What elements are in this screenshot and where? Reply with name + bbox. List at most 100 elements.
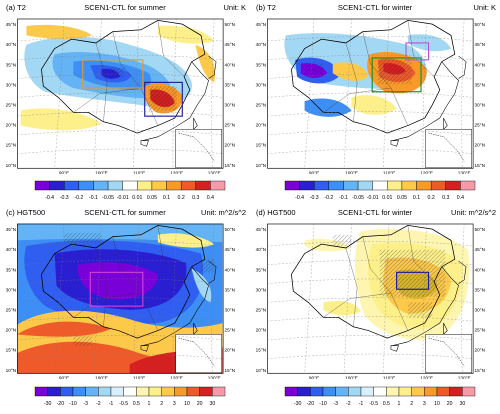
panel-d-hgt500-winter: 45°N 40°N 35°N 30°N 25°N 20°N 15°N 10°N 50°N 45°N… xyxy=(252,207,498,379)
map-canvas: 45°N 40°N 35°N 30°N 25°N 20°N 15°N 10°N 50°N 45°N… xyxy=(6,18,235,174)
coastline xyxy=(392,61,459,141)
meridian-line xyxy=(343,18,352,169)
lat-label-right: 40°N xyxy=(225,62,235,67)
korea-coast xyxy=(458,260,467,284)
parallel-line xyxy=(17,353,223,359)
panel-unit: Unit: m^2/s^2 xyxy=(201,208,246,217)
parallel-line xyxy=(17,259,223,265)
lat-label-right: 35°N xyxy=(475,82,485,87)
colorbar-tick-label: -10 xyxy=(319,401,327,407)
colorbar-tick-label: 0.1 xyxy=(163,195,170,201)
parallel-line xyxy=(267,278,473,284)
colorbar-swatch xyxy=(335,386,349,397)
lat-label-right: 50°N xyxy=(475,22,485,27)
region-box-navy xyxy=(144,81,183,117)
colorbar-tick-label: 3 xyxy=(423,401,426,407)
panel-title: SCEN1-CTL for winter xyxy=(337,3,413,12)
china-border xyxy=(41,20,206,134)
panel-unit: Unit: m^2/s^2 xyxy=(451,208,496,217)
colorbar-swatch xyxy=(136,386,150,397)
colorbar-tick-label: 0.01 xyxy=(132,195,142,201)
lat-label-right: 40°N xyxy=(475,62,485,67)
colorbar-tick-label: -3 xyxy=(333,401,338,407)
lat-label-left: 45°N xyxy=(256,22,266,27)
contour-fill-yellow xyxy=(332,62,369,81)
parallel-line xyxy=(267,297,473,303)
panel-unit: Unit: K xyxy=(473,3,496,12)
colorbar-swatch xyxy=(180,180,196,191)
lon-label: 120°E xyxy=(420,170,433,174)
significance-hatch xyxy=(201,259,215,273)
colorbar-tick-label: 0.05 xyxy=(147,195,157,201)
colorbar-swatch xyxy=(166,180,182,191)
parallel-line xyxy=(17,241,223,247)
lon-label: 110°E xyxy=(383,170,395,174)
map-layer xyxy=(267,223,473,374)
lat-label-right: 50°N xyxy=(475,227,485,232)
lat-label-right: 30°N xyxy=(475,308,485,313)
lon-label: 130°E xyxy=(458,375,471,379)
lat-label-left: 40°N xyxy=(6,42,16,47)
colorbar-swatch xyxy=(110,386,124,397)
contour-fill-pale-yellow xyxy=(157,25,215,44)
province-lines xyxy=(73,20,185,126)
lat-label-right: 30°N xyxy=(475,103,485,108)
lon-label: 110°E xyxy=(383,375,395,379)
colorbar-swatch xyxy=(195,180,211,191)
colorbar-tick-label: 20 xyxy=(197,401,203,407)
colorbar-swatch xyxy=(322,386,336,397)
coastline xyxy=(392,266,459,346)
panel-c-hgt500-summer: 45°N 40°N 35°N 30°N 25°N 20°N 15°N 10°N 50°N 45°N… xyxy=(2,207,248,379)
lat-label-left: 30°N xyxy=(256,287,266,292)
lat-label-left: 45°N xyxy=(6,227,16,232)
lat-label-right: 25°N xyxy=(225,328,235,333)
colorbar-tick-label: 10 xyxy=(184,401,190,407)
colorbar-swatch xyxy=(314,180,330,191)
lon-label: 90°E xyxy=(59,375,69,379)
colorbar-swatch xyxy=(357,180,373,191)
colorbar-tick-label: -0.2 xyxy=(324,195,333,201)
meridian-line xyxy=(172,223,177,374)
colorbar-swatch xyxy=(401,180,417,191)
meridian-line xyxy=(172,18,177,169)
lat-label-left: 35°N xyxy=(6,62,16,67)
map-frame xyxy=(267,223,474,374)
colorbar-swatch xyxy=(462,386,476,397)
lon-label: 100°E xyxy=(345,170,358,174)
lat-label-right: 45°N xyxy=(475,42,485,47)
lat-label-right: 15°N xyxy=(225,163,235,168)
colorbar-tick-label: 2 xyxy=(160,401,163,407)
colorbar-tick-label: 0.05 xyxy=(397,195,407,201)
meridian-line xyxy=(54,18,65,169)
panel-title: SCEN1-CTL for summer xyxy=(84,208,166,217)
colorbar-swatch xyxy=(360,386,374,397)
map-axes: 45°N 40°N 35°N 30°N 25°N 20°N 15°N 10°N 50°N 45°N… xyxy=(6,223,235,379)
lat-label-right: 40°N xyxy=(225,267,235,272)
colorbar-tick-label: 0.4 xyxy=(457,195,464,201)
colorbar-swatch xyxy=(64,180,80,191)
panel-title: SCEN1-CTL for summer xyxy=(84,3,166,12)
colorbar-tick-label: 0.2 xyxy=(428,195,435,201)
lat-label-left: 35°N xyxy=(256,267,266,272)
meridian-line xyxy=(383,223,390,374)
contour-fill-light-blue xyxy=(407,34,452,52)
parallel-line xyxy=(267,111,473,117)
meridian-line xyxy=(461,223,465,374)
lon-label: 120°E xyxy=(170,170,183,174)
parallel-line xyxy=(17,335,223,341)
south-china-sea-inset xyxy=(425,129,472,169)
colorbar-swatch xyxy=(284,386,298,397)
taiwan-coast xyxy=(443,322,448,335)
colorbar-tick-label: -0.1 xyxy=(89,195,98,201)
lat-label-left: 45°N xyxy=(256,227,266,232)
south-china-sea-inset xyxy=(175,334,222,374)
colorbar-tick-label: -1 xyxy=(109,401,114,407)
lat-label-left: 10°N xyxy=(256,163,266,168)
china-border xyxy=(291,225,456,339)
colorbar-swatch xyxy=(122,180,138,191)
map-layer xyxy=(267,18,473,169)
lon-label: 110°E xyxy=(133,170,145,174)
significance-hatch xyxy=(148,86,177,111)
parallel-line xyxy=(17,148,223,154)
lat-label-right: 20°N xyxy=(475,143,485,148)
